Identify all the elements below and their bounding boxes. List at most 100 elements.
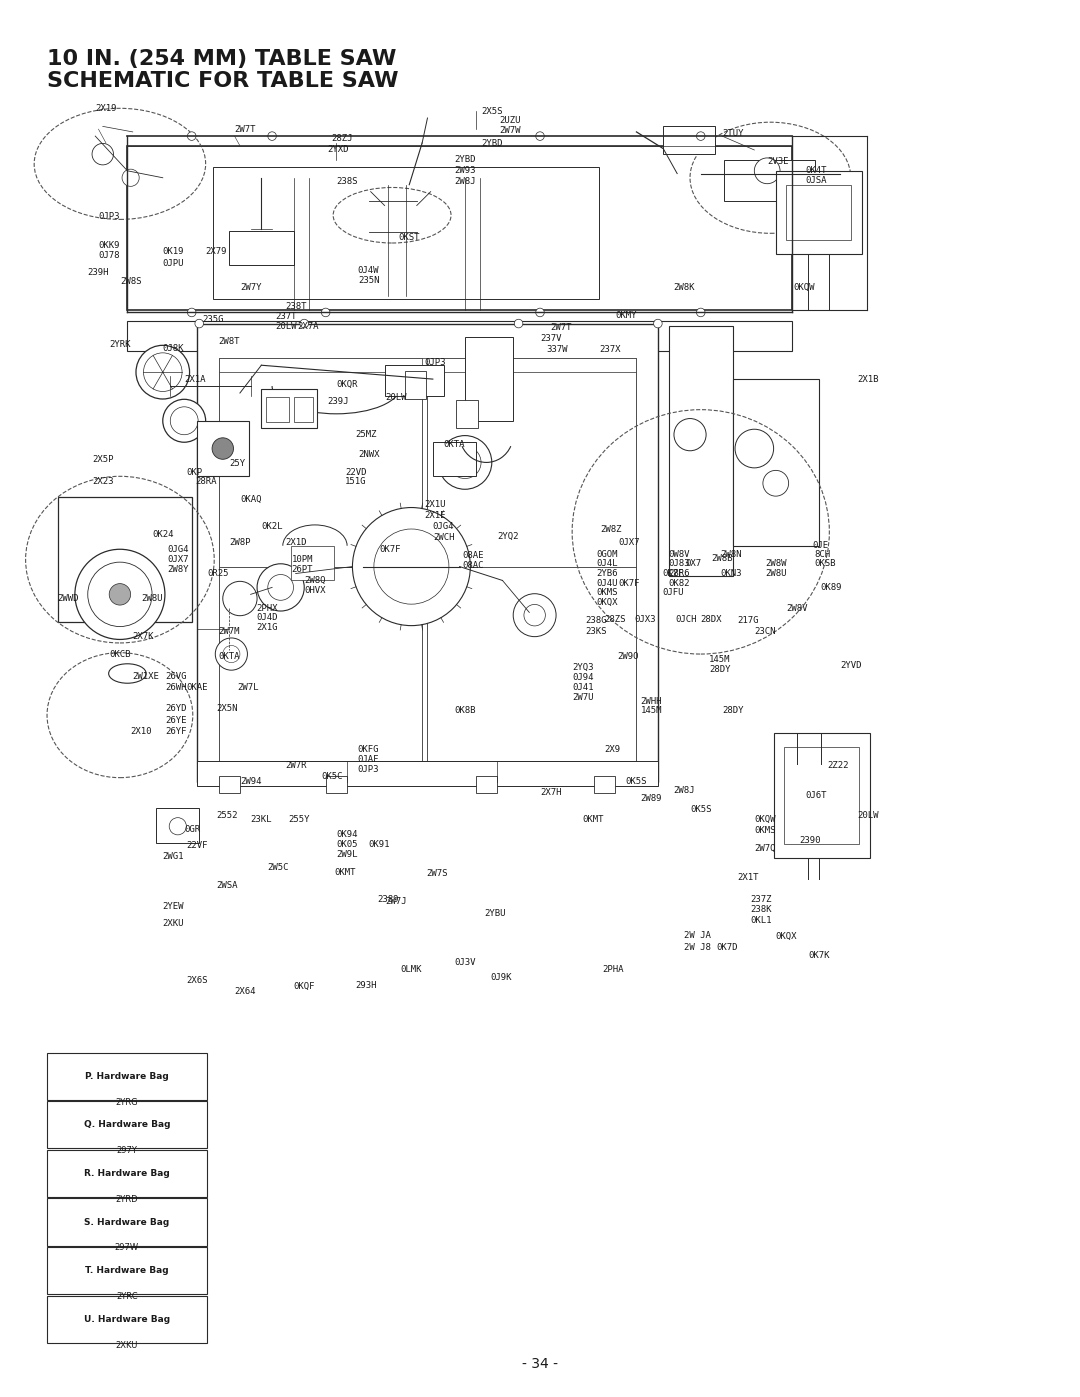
Text: 0JP3: 0JP3: [424, 358, 446, 367]
Text: 0KQW: 0KQW: [754, 814, 775, 824]
Text: 2W7W: 2W7W: [499, 126, 521, 136]
Ellipse shape: [222, 645, 240, 662]
Text: 2W7T: 2W7T: [234, 124, 256, 134]
Text: 2W7L: 2W7L: [238, 683, 259, 692]
Text: 237T: 237T: [275, 312, 297, 321]
Ellipse shape: [268, 131, 276, 140]
Text: 255Y: 255Y: [288, 814, 310, 824]
Bar: [594, 777, 615, 793]
Text: 2W8J: 2W8J: [455, 177, 476, 186]
Ellipse shape: [144, 353, 183, 391]
Text: 2X10: 2X10: [131, 728, 152, 736]
Ellipse shape: [536, 309, 544, 317]
Text: 237V: 237V: [540, 334, 562, 344]
Text: 2UZU: 2UZU: [499, 116, 521, 126]
Text: 0KMY: 0KMY: [615, 310, 636, 320]
Text: 0K5C: 0K5C: [322, 771, 342, 781]
Text: 0J9K: 0J9K: [490, 974, 512, 982]
Text: 2W5C: 2W5C: [268, 863, 289, 872]
Text: 0K19: 0K19: [163, 247, 185, 256]
Text: S. Hardware Bag: S. Hardware Bag: [84, 1218, 170, 1227]
Text: 0K5S: 0K5S: [690, 805, 712, 814]
Text: 2W7S: 2W7S: [427, 869, 448, 877]
Text: 2XKU: 2XKU: [116, 1341, 138, 1350]
Text: 23KL: 23KL: [251, 814, 272, 824]
FancyBboxPatch shape: [48, 1101, 206, 1148]
Text: 2W8S: 2W8S: [120, 278, 141, 286]
Text: 2WCH: 2WCH: [433, 532, 455, 542]
Text: 238K: 238K: [750, 905, 771, 914]
Text: 337W: 337W: [546, 345, 568, 355]
Text: 2PHX: 2PHX: [256, 604, 278, 613]
Text: 0K7K: 0K7K: [808, 951, 829, 960]
Text: 2X1U: 2X1U: [424, 500, 446, 509]
Text: 22VD: 22VD: [345, 468, 366, 476]
Text: 2X7K: 2X7K: [133, 631, 154, 640]
Text: 2X1G: 2X1G: [256, 623, 278, 633]
Text: 0K7F: 0K7F: [662, 569, 684, 578]
Text: 0J3V: 0J3V: [455, 958, 476, 967]
Text: 2W7J: 2W7J: [386, 897, 407, 905]
Text: 0J4L: 0J4L: [597, 559, 618, 569]
Text: 0JG4: 0JG4: [433, 522, 455, 531]
Bar: [384, 365, 444, 395]
Text: 0JAF: 0JAF: [357, 756, 379, 764]
Ellipse shape: [109, 584, 131, 605]
Ellipse shape: [300, 320, 309, 328]
Text: R. Hardware Bag: R. Hardware Bag: [84, 1169, 170, 1178]
Text: 2W8U: 2W8U: [765, 569, 786, 578]
Text: 0JX3: 0JX3: [634, 615, 656, 624]
Text: 2552: 2552: [216, 810, 238, 820]
Text: 0KMT: 0KMT: [583, 814, 605, 824]
Text: 0J4W: 0J4W: [357, 267, 379, 275]
Text: 26YE: 26YE: [165, 717, 187, 725]
Text: 2X5N: 2X5N: [216, 704, 238, 712]
Text: 217G: 217G: [738, 616, 758, 626]
Text: 0K82: 0K82: [669, 578, 690, 588]
Bar: [218, 358, 422, 761]
Text: 10PM: 10PM: [292, 555, 313, 564]
Text: 2X1E: 2X1E: [424, 511, 446, 520]
Text: 0J83: 0J83: [669, 559, 690, 569]
Text: 28DY: 28DY: [710, 665, 731, 673]
Bar: [784, 747, 860, 844]
Bar: [457, 400, 477, 427]
Text: 26YD: 26YD: [165, 704, 187, 712]
Text: 28DY: 28DY: [723, 707, 744, 715]
Bar: [475, 777, 497, 793]
Text: 0W8V: 0W8V: [669, 549, 690, 559]
Bar: [218, 358, 636, 761]
Bar: [773, 733, 870, 858]
Text: 0J78: 0J78: [98, 251, 120, 260]
Text: 10 IN. (254 MM) TABLE SAW: 10 IN. (254 MM) TABLE SAW: [48, 49, 396, 68]
Text: 237X: 237X: [599, 345, 620, 355]
Text: 2W8K: 2W8K: [673, 284, 694, 292]
Ellipse shape: [762, 471, 788, 496]
Text: 2YQ3: 2YQ3: [572, 664, 594, 672]
Text: 2W8Z: 2W8Z: [600, 525, 621, 534]
Text: 0KQX: 0KQX: [597, 598, 618, 608]
Text: 25MZ: 25MZ: [355, 430, 377, 439]
Text: 0X7: 0X7: [686, 559, 702, 569]
Text: 2YRD: 2YRD: [116, 1194, 138, 1204]
Text: 0R25: 0R25: [207, 569, 229, 578]
Text: 238T: 238T: [285, 302, 307, 312]
Text: 20LW: 20LW: [858, 810, 879, 820]
Text: 2W7M: 2W7M: [218, 627, 240, 637]
Text: 2W8Q: 2W8Q: [305, 576, 326, 585]
Text: 0KAE: 0KAE: [187, 683, 207, 692]
Ellipse shape: [170, 817, 187, 835]
Bar: [428, 567, 636, 761]
Bar: [786, 184, 851, 240]
Text: 0JE: 0JE: [812, 541, 828, 550]
Ellipse shape: [92, 144, 113, 165]
Text: 293H: 293H: [355, 982, 377, 990]
Ellipse shape: [188, 131, 195, 140]
Ellipse shape: [222, 581, 257, 616]
Bar: [157, 809, 199, 842]
Text: 2WSA: 2WSA: [216, 882, 238, 890]
Text: 2YRC: 2YRC: [116, 1292, 137, 1301]
Text: 2WG1: 2WG1: [163, 852, 185, 862]
Ellipse shape: [653, 320, 662, 328]
Bar: [218, 372, 422, 567]
